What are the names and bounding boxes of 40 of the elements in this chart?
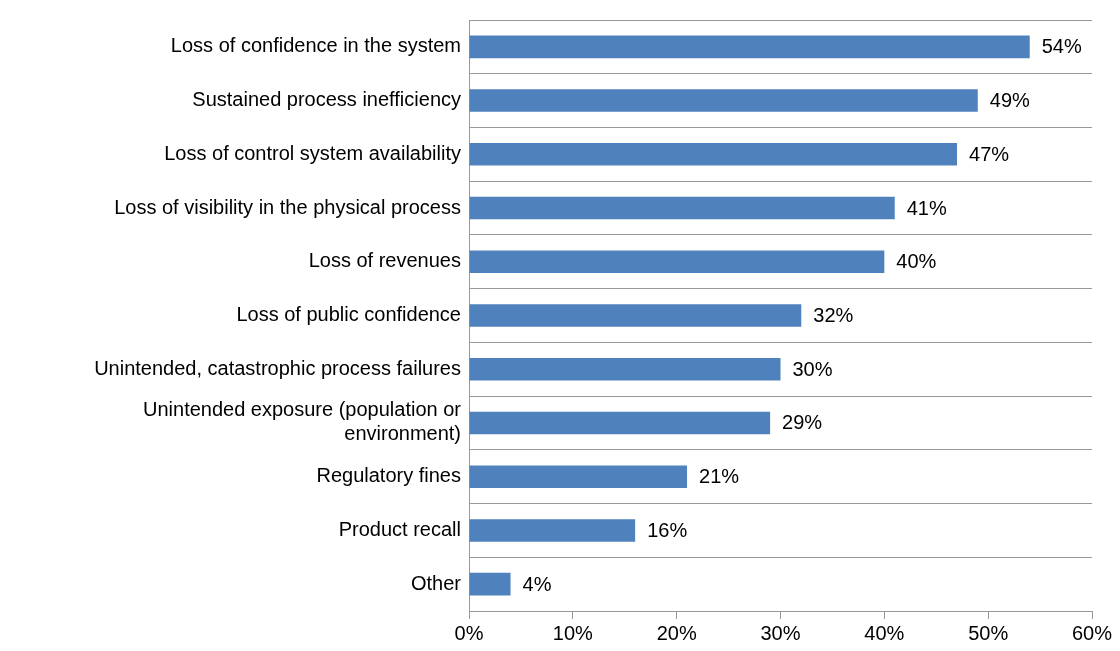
bar <box>469 411 771 435</box>
data-label: 40% <box>896 250 937 273</box>
bar <box>469 304 802 327</box>
data-label: 30% <box>792 357 833 380</box>
bar <box>469 250 885 274</box>
x-tick-label: 40% <box>864 621 905 644</box>
bar <box>469 89 978 112</box>
x-tick-label: 50% <box>968 621 1009 644</box>
bar <box>469 357 781 381</box>
y-tick-label: Unintended, catastrophic process failures <box>94 356 461 379</box>
bar <box>469 572 511 596</box>
data-label: 49% <box>989 89 1031 112</box>
x-tick-label: 60% <box>1071 621 1113 644</box>
y-tick-label: Loss of control system availability <box>164 141 461 164</box>
x-tick-label: 30% <box>760 621 801 644</box>
y-tick-label: Loss of public confidence <box>236 303 461 326</box>
x-tick-label: 10% <box>552 621 594 644</box>
bar <box>469 35 1030 59</box>
bar <box>469 465 688 488</box>
data-label: 29% <box>782 411 823 434</box>
y-tick-label: Product recall <box>338 517 461 540</box>
y-tick-label: Other <box>410 571 462 594</box>
y-tick-label: Loss of revenues <box>308 249 461 272</box>
bar <box>469 519 636 542</box>
data-label: 41% <box>906 196 947 219</box>
y-tick-label: Unintended exposure (population or environment) <box>143 398 462 445</box>
data-label: 4% <box>522 572 552 595</box>
bar <box>469 143 958 166</box>
data-label: 47% <box>969 142 1010 165</box>
data-label: 16% <box>647 518 688 541</box>
data-label: 32% <box>813 304 854 327</box>
y-tick-label: Loss of visibility in the physical process <box>114 195 461 218</box>
x-tick-label: 20% <box>656 621 697 644</box>
y-tick-label: Sustained process inefficiency <box>192 88 461 111</box>
bar <box>469 196 895 220</box>
data-label: 21% <box>699 465 740 488</box>
x-tick-label: 0% <box>454 621 484 644</box>
data-label: 54% <box>1041 35 1082 58</box>
y-tick-label: Regulatory fines <box>316 464 461 487</box>
y-tick-label: Loss of confidence in the system <box>170 34 461 57</box>
